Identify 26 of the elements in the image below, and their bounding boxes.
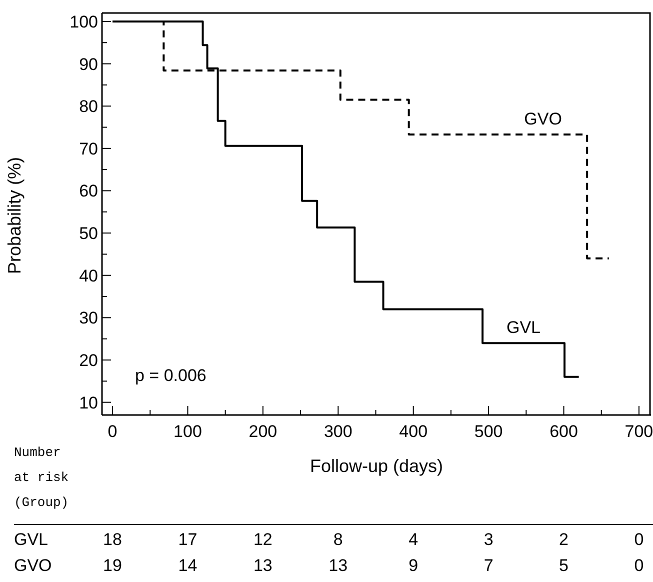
y-tick-label: 90 xyxy=(79,54,98,74)
y-tick-label: 80 xyxy=(79,97,98,116)
y-tick-label: 60 xyxy=(79,182,98,201)
y-tick-label: 40 xyxy=(79,266,98,286)
x-tick-label: 600 xyxy=(550,422,578,441)
y-tick-label: 30 xyxy=(79,308,98,328)
x-tick-label: 100 xyxy=(174,422,202,441)
x-tick-label: 400 xyxy=(399,422,428,441)
x-tick-label: 500 xyxy=(474,422,503,441)
y-tick-label: 70 xyxy=(79,139,98,158)
y-tick-label: 100 xyxy=(70,12,98,32)
y-tick-label: 10 xyxy=(79,393,98,412)
series-label: GVO xyxy=(524,109,562,128)
x-tick-label: 700 xyxy=(624,422,653,441)
series-label: GVL xyxy=(506,318,541,338)
x-tick-label: 200 xyxy=(248,422,278,441)
y-tick-label: 50 xyxy=(79,224,98,244)
x-tick-label: 0 xyxy=(108,422,118,441)
annotation: p = 0.006 xyxy=(135,366,206,385)
x-axis-title: Follow-up (days) xyxy=(310,456,444,476)
y-axis-title: Probability (%) xyxy=(4,156,24,274)
text: Number at risk (Group) xyxy=(14,444,70,512)
text: GVO 19 14 13 13 9 7 5 0 xyxy=(14,556,644,575)
y-tick-label: 20 xyxy=(79,350,98,370)
x-tick-label: 300 xyxy=(324,422,352,441)
text: GVL 18 17 12 8 4 3 2 0 xyxy=(14,530,644,549)
